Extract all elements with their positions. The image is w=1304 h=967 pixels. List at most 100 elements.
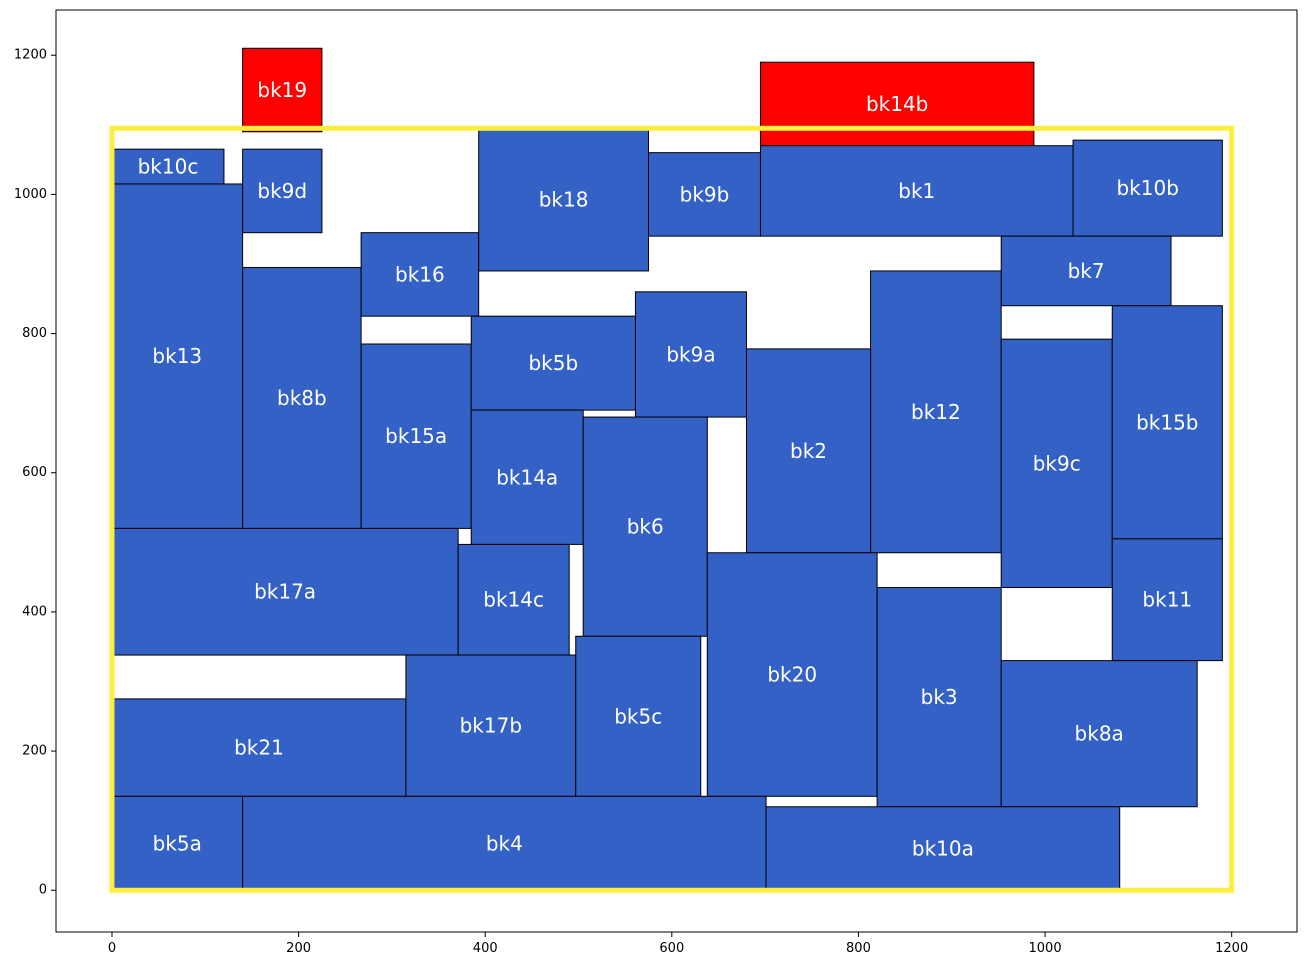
block-rect-bk5b: [470, 315, 636, 411]
block-label-bk15b: bk15b: [1136, 410, 1198, 434]
block-bk4: bk4: [242, 795, 767, 891]
block-label-bk5a: bk5a: [153, 831, 202, 855]
outline-layer: [109, 125, 1235, 893]
block-bk8a: bk8a: [1000, 660, 1198, 808]
block-bk2: bk2: [745, 348, 872, 554]
block-bk11: bk11: [1111, 538, 1223, 662]
block-bk14a: bk14a: [470, 409, 584, 545]
x-tick-label: 200: [286, 941, 311, 956]
block-label-bk9c: bk9c: [1033, 451, 1081, 475]
block-rect-bk3: [876, 587, 1002, 808]
block-rect-bk12: [870, 270, 1002, 554]
block-label-bk3: bk3: [921, 685, 958, 709]
x-tick-label: 800: [846, 941, 871, 956]
block-bk3: bk3: [876, 587, 1002, 808]
y-tick-label: 600: [22, 465, 47, 480]
block-label-bk15a: bk15a: [385, 424, 447, 448]
block-rect-bk20: [706, 552, 878, 797]
block-label-bk9d: bk9d: [257, 179, 307, 203]
block-label-bk17a: bk17a: [254, 580, 316, 604]
block-label-bk4: bk4: [486, 831, 523, 855]
block-bk17b: bk17b: [405, 654, 577, 797]
block-bk1: bk1: [759, 145, 1074, 237]
block-rect-bk5c: [575, 635, 702, 797]
block-rect-bk18: [478, 127, 650, 272]
block-rect-bk1: [759, 145, 1074, 237]
block-rect-bk9c: [1000, 338, 1113, 589]
block-rect-bk7: [1000, 235, 1172, 307]
block-rect-bk10b: [1072, 139, 1223, 237]
block-label-bk9b: bk9b: [680, 182, 730, 206]
y-tick-label: 800: [22, 326, 47, 341]
block-label-bk14b: bk14b: [866, 92, 928, 116]
y-tick-label: 1000: [14, 187, 47, 202]
block-rect-bk17a: [111, 527, 459, 656]
block-rect-bk10c: [111, 148, 225, 185]
block-bk18: bk18: [478, 127, 650, 272]
block-rect-bk2: [745, 348, 872, 554]
block-bk20: bk20: [706, 552, 878, 797]
block-rect-bk21: [111, 698, 407, 797]
block-label-bk17b: bk17b: [460, 714, 522, 738]
block-label-bk14a: bk14a: [496, 465, 558, 489]
block-bk13: bk13: [111, 183, 244, 529]
block-rect-bk14b: [759, 61, 1035, 147]
block-label-bk10b: bk10b: [1116, 176, 1178, 200]
block-label-bk8a: bk8a: [1075, 722, 1124, 746]
block-bk15b: bk15b: [1111, 305, 1223, 540]
block-rect-bk9a: [634, 291, 747, 418]
block-label-bk18: bk18: [539, 188, 589, 212]
block-label-bk8b: bk8b: [277, 386, 327, 410]
block-bk9a: bk9a: [634, 291, 747, 418]
y-tick-label: 200: [22, 744, 47, 759]
block-label-bk16: bk16: [395, 262, 445, 286]
block-bk19: bk19: [242, 47, 323, 133]
block-label-bk6: bk6: [627, 515, 664, 539]
block-bk21: bk21: [111, 698, 407, 797]
block-rect-bk8a: [1000, 660, 1198, 808]
block-bk8b: bk8b: [242, 266, 362, 529]
block-bk16: bk16: [360, 232, 480, 317]
block-bk5c: bk5c: [575, 635, 702, 797]
block-label-bk14c: bk14c: [483, 588, 544, 612]
block-label-bk21: bk21: [234, 736, 284, 760]
block-label-bk10a: bk10a: [912, 836, 974, 860]
block-bk17a: bk17a: [111, 527, 459, 656]
y-tick-label: 400: [22, 604, 47, 619]
block-bk10a: bk10a: [765, 806, 1121, 891]
block-label-bk12: bk12: [911, 400, 961, 424]
block-bk9d: bk9d: [242, 148, 323, 234]
block-label-bk10c: bk10c: [138, 155, 199, 179]
block-rect-bk10a: [765, 806, 1121, 891]
block-label-bk11: bk11: [1142, 588, 1192, 612]
block-rect-bk16: [360, 232, 480, 317]
chip-outline: [109, 125, 1235, 893]
block-bk6: bk6: [582, 416, 708, 637]
block-rect-bk11: [1111, 538, 1223, 662]
block-bk7: bk7: [1000, 235, 1172, 307]
x-tick-label: 600: [659, 941, 684, 956]
block-bk5a: bk5a: [111, 795, 244, 891]
blocks-layer: bk19 bk14b bk10c bk13 bk9d bk8b bk16 bk15a bk18 b…: [111, 47, 1223, 891]
y-tick-label: 0: [39, 883, 47, 898]
block-bk14c: bk14c: [457, 543, 570, 656]
block-bk9b: bk9b: [648, 152, 761, 237]
block-bk10b: bk10b: [1072, 139, 1223, 237]
block-label-bk5b: bk5b: [528, 351, 578, 375]
block-bk12: bk12: [870, 270, 1002, 554]
block-label-bk1: bk1: [898, 179, 935, 203]
block-label-bk5c: bk5c: [614, 704, 662, 728]
y-axis: 0 200 400 600 800 1000 1200: [14, 48, 56, 898]
block-rect-bk8b: [242, 266, 362, 529]
block-bk10c: bk10c: [111, 148, 225, 185]
block-label-bk19: bk19: [257, 78, 307, 102]
x-tick-label: 1200: [1215, 941, 1248, 956]
block-rect-bk6: [582, 416, 708, 637]
block-label-bk7: bk7: [1068, 259, 1105, 283]
block-label-bk13: bk13: [152, 344, 202, 368]
block-rect-bk15b: [1111, 305, 1223, 540]
block-rect-bk14a: [470, 409, 584, 545]
block-rect-bk19: [242, 47, 323, 133]
x-tick-label: 400: [473, 941, 498, 956]
